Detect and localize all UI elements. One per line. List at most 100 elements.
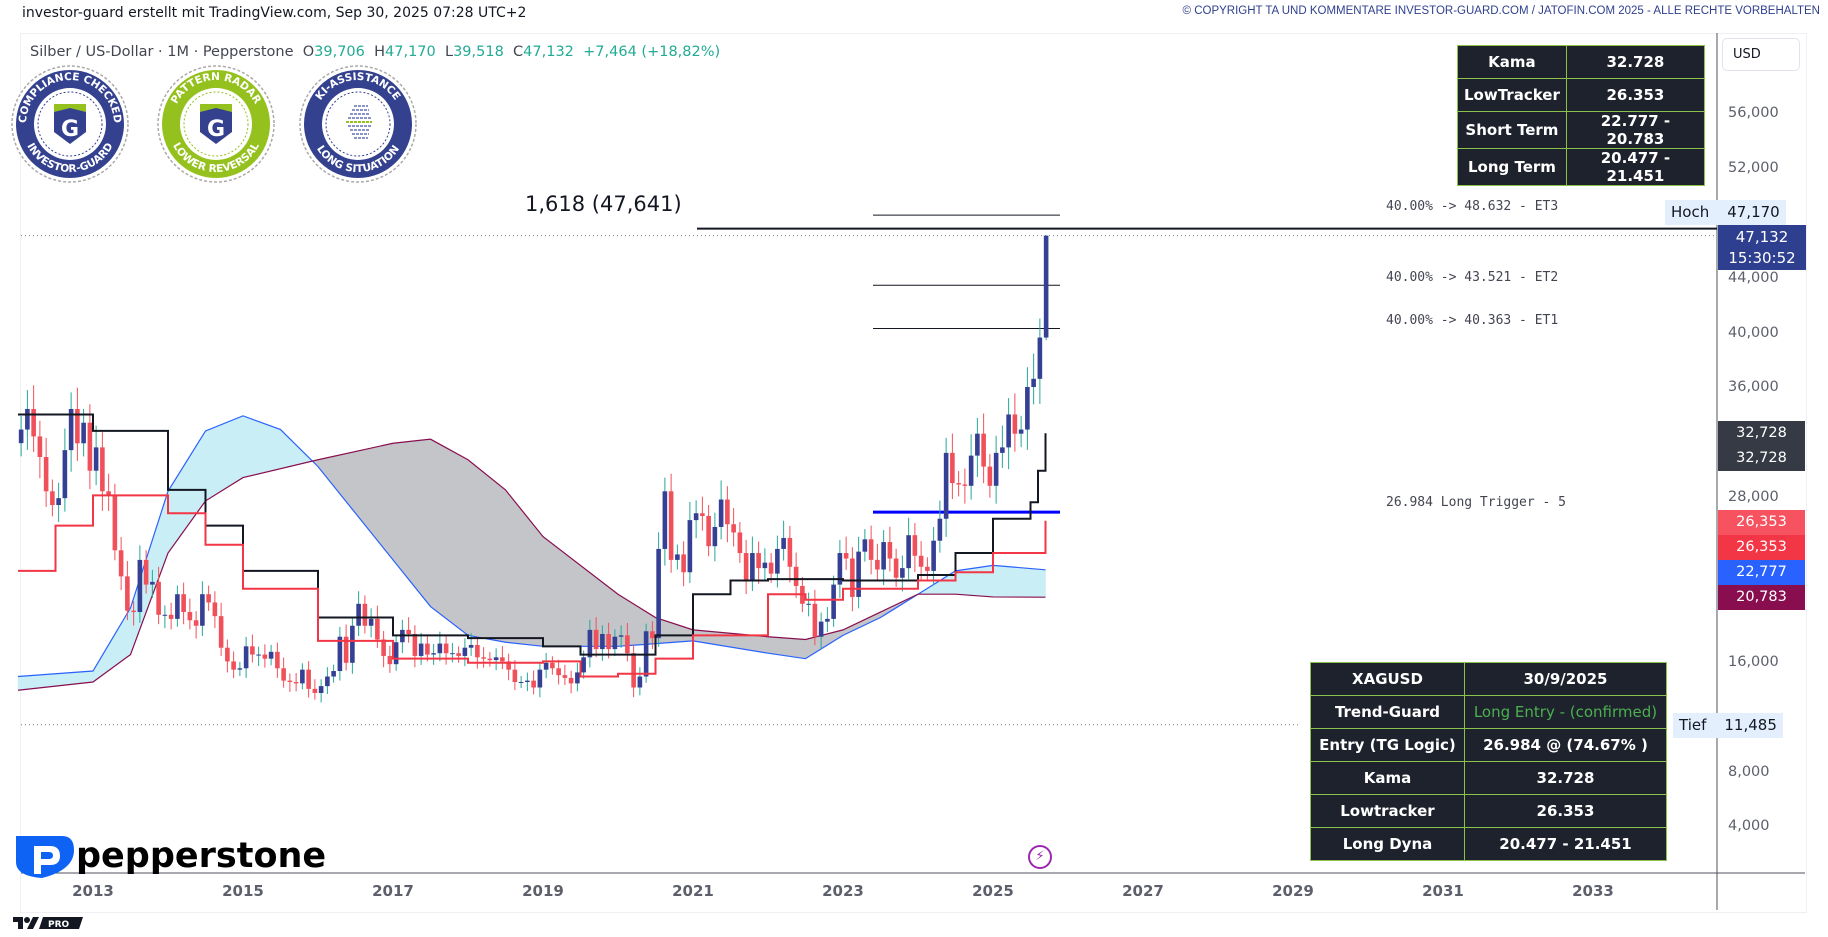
high-label: H bbox=[374, 44, 386, 60]
cloud-segment bbox=[797, 638, 802, 659]
row-label: Kama bbox=[1457, 45, 1567, 79]
candle bbox=[175, 594, 180, 619]
cloud-segment bbox=[434, 440, 439, 613]
cloud-segment bbox=[464, 457, 469, 636]
cloud-segment bbox=[475, 465, 480, 638]
et2-annotation: 40.00% -> 43.521 - ET2 bbox=[1386, 270, 1559, 285]
candle bbox=[312, 688, 318, 693]
cloud-segment bbox=[85, 671, 90, 684]
cloud-segment bbox=[261, 422, 266, 474]
candle bbox=[118, 550, 124, 577]
row-value: 32.728 bbox=[1463, 761, 1668, 795]
lightning-icon[interactable]: ⚡ bbox=[1028, 845, 1052, 869]
candle bbox=[275, 651, 280, 669]
candle bbox=[256, 654, 261, 656]
candle bbox=[137, 559, 143, 613]
cloud-segment bbox=[640, 607, 645, 645]
cloud-segment bbox=[216, 424, 221, 495]
candle bbox=[681, 554, 686, 573]
cloud-segment bbox=[242, 415, 247, 478]
cloud-segment bbox=[175, 472, 180, 544]
cloud-segment bbox=[1007, 566, 1012, 598]
cloud-segment bbox=[81, 671, 86, 684]
candle bbox=[393, 642, 399, 665]
candle bbox=[75, 408, 80, 444]
candle bbox=[37, 436, 43, 457]
candle bbox=[225, 647, 230, 662]
cloud-segment bbox=[809, 637, 814, 657]
price-tick: 56,000 bbox=[1728, 105, 1779, 121]
cloud-segment bbox=[512, 498, 517, 644]
indicator-price-label: 26,353 bbox=[1718, 510, 1805, 535]
symbol-title[interactable]: Silber / US-Dollar · 1M · Pepperstone bbox=[30, 44, 294, 60]
candle bbox=[425, 643, 430, 655]
svg-text:G: G bbox=[207, 117, 225, 142]
cloud-segment bbox=[1019, 567, 1024, 598]
candle bbox=[318, 686, 324, 693]
candle bbox=[375, 618, 380, 640]
svg-text:PRO: PRO bbox=[48, 920, 70, 930]
candle bbox=[918, 555, 924, 567]
candle bbox=[893, 558, 899, 578]
table-row: Entry (TG Logic) 26.984 @ (74.67% ) bbox=[1310, 728, 1668, 762]
cloud-segment bbox=[681, 625, 686, 642]
cloud-segment bbox=[539, 531, 544, 647]
candle bbox=[93, 447, 99, 471]
time-tick: 2021 bbox=[672, 882, 714, 900]
cloud-segment bbox=[445, 446, 450, 622]
candle bbox=[200, 594, 205, 626]
candle bbox=[750, 553, 755, 581]
currency-selector[interactable]: USD bbox=[1722, 38, 1800, 71]
last-price-value: 47,132 bbox=[1735, 228, 1789, 246]
tradingview-pro-logo: PRO bbox=[13, 915, 85, 937]
cloud-segment bbox=[351, 451, 356, 514]
cloud-segment bbox=[1022, 567, 1027, 598]
candle bbox=[737, 532, 743, 554]
time-tick: 2023 bbox=[822, 882, 864, 900]
bar-countdown: 15:30:52 bbox=[1728, 249, 1796, 267]
candle bbox=[518, 682, 524, 684]
candle bbox=[156, 581, 161, 615]
price-tick: 52,000 bbox=[1728, 159, 1779, 176]
cloud-segment bbox=[1037, 568, 1042, 598]
time-tick: 2017 bbox=[372, 882, 414, 900]
candle bbox=[881, 542, 886, 570]
cloud-segment bbox=[947, 572, 952, 595]
price-tick: 44,000 bbox=[1728, 269, 1779, 286]
candle bbox=[600, 633, 605, 650]
indicator-price-label: 20,783 bbox=[1718, 585, 1805, 610]
cloud-segment bbox=[344, 452, 349, 505]
candle bbox=[818, 621, 824, 637]
cloud-segment bbox=[415, 440, 420, 594]
candle bbox=[693, 513, 699, 521]
cloud-segment bbox=[621, 596, 626, 647]
cloud-segment bbox=[287, 436, 292, 468]
trend-guard-table: XAGUSD 30/9/2025 Trend-Guard Long Entry - … bbox=[1310, 662, 1668, 861]
cloud-segment bbox=[715, 631, 720, 646]
cloud-segment bbox=[1034, 568, 1039, 598]
cloud-segment bbox=[246, 416, 251, 478]
candle bbox=[150, 581, 155, 585]
row-label: Short Term bbox=[1457, 111, 1567, 149]
candle bbox=[287, 680, 293, 683]
cloud-segment bbox=[25, 675, 30, 690]
candle bbox=[418, 643, 424, 656]
candle bbox=[362, 603, 368, 626]
cloud-segment bbox=[580, 564, 585, 647]
cloud-segment bbox=[1041, 569, 1046, 598]
candle bbox=[143, 559, 149, 585]
fib-level-label: 1,618 (47,641) bbox=[525, 192, 682, 216]
cloud-segment bbox=[662, 619, 667, 644]
candle bbox=[406, 629, 411, 634]
candle bbox=[625, 635, 630, 654]
candle bbox=[56, 498, 61, 506]
cloud-segment bbox=[55, 673, 60, 687]
cloud-segment bbox=[347, 452, 352, 510]
cloud-segment bbox=[764, 636, 769, 654]
candle bbox=[768, 562, 774, 574]
candle bbox=[212, 602, 218, 617]
candle bbox=[525, 680, 530, 683]
cloud-segment bbox=[374, 446, 379, 542]
